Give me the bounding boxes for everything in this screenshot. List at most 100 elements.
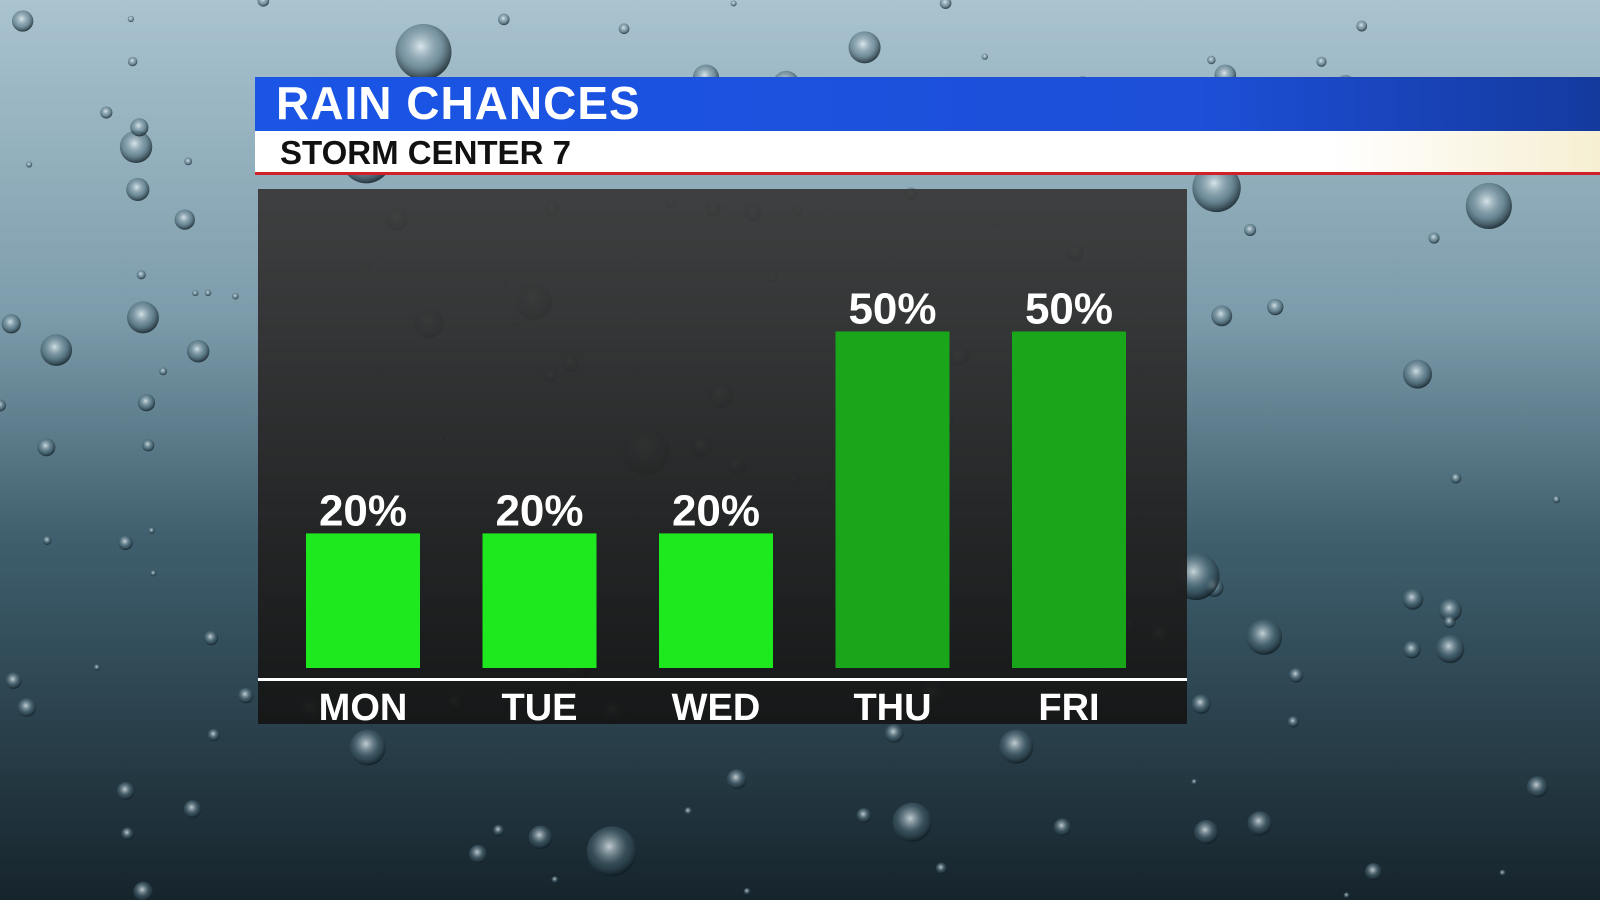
value-label: 20% — [672, 486, 760, 535]
raindrop — [119, 130, 153, 164]
raindrop — [93, 664, 101, 671]
raindrop — [1316, 56, 1327, 67]
raindrop — [174, 209, 195, 230]
raindrop — [37, 438, 56, 457]
raindrop — [999, 729, 1034, 764]
raindrop — [186, 340, 210, 363]
raindrop — [730, 0, 737, 7]
raindrop — [137, 393, 156, 412]
title-bar — [255, 77, 1600, 131]
raindrop — [238, 687, 254, 704]
raindrop — [939, 0, 952, 9]
bar — [659, 533, 773, 668]
raindrop — [127, 301, 159, 334]
raindrop — [1443, 615, 1456, 628]
raindrop — [395, 24, 452, 81]
raindrop — [1526, 776, 1548, 798]
x-tick-label: MON — [319, 687, 408, 729]
bar — [306, 533, 420, 668]
raindrop — [884, 724, 904, 743]
raindrop — [127, 56, 138, 67]
red-stripe — [255, 172, 1600, 175]
raindrop — [1403, 640, 1421, 659]
raindrop — [159, 367, 168, 376]
raindrop — [148, 527, 155, 534]
raindrop — [0, 399, 6, 412]
raindrop — [618, 23, 630, 35]
raindrop — [1499, 869, 1506, 877]
raindrop — [1211, 305, 1233, 327]
raindrop — [118, 535, 133, 551]
raindrop — [1356, 20, 1368, 32]
baseline — [258, 678, 1187, 681]
raindrop — [116, 782, 135, 800]
raindrop — [848, 31, 881, 64]
raindrop — [100, 106, 113, 119]
raindrop — [121, 827, 134, 840]
raindrop — [856, 808, 872, 823]
raindrop — [1244, 223, 1257, 236]
raindrop — [1402, 588, 1424, 610]
x-tick-label: THU — [853, 687, 931, 729]
raindrop — [1365, 863, 1382, 880]
raindrop — [1207, 55, 1216, 65]
raindrop — [127, 15, 135, 23]
raindrop — [1402, 359, 1433, 389]
value-label: 20% — [495, 486, 583, 535]
raindrop — [1192, 163, 1241, 213]
raindrop — [1246, 619, 1283, 655]
raindrop — [40, 334, 73, 366]
raindrop — [204, 289, 212, 297]
raindrop — [1191, 778, 1198, 785]
value-label: 50% — [1025, 285, 1113, 334]
raindrop — [1343, 892, 1350, 899]
raindrop — [1552, 495, 1561, 504]
raindrop — [1438, 598, 1462, 622]
raindrop — [133, 881, 153, 900]
raindrop — [551, 876, 559, 884]
raindrop — [25, 161, 33, 168]
raindrop — [1435, 634, 1465, 664]
raindrop — [257, 0, 270, 7]
raindrop — [1428, 232, 1440, 244]
raindrop — [12, 10, 34, 32]
raindrop — [1, 314, 21, 334]
raindrop — [586, 826, 637, 877]
raindrop — [892, 802, 932, 842]
raindrop — [1053, 818, 1072, 836]
bars: 20% MON 20% TUE 20% WED 50% THU 50% FRI — [306, 285, 1126, 729]
raindrop — [1267, 298, 1284, 316]
raindrop — [192, 289, 199, 297]
bar — [835, 331, 950, 668]
raindrop — [1450, 472, 1462, 484]
bar — [1012, 331, 1126, 668]
subtitle-bar — [255, 131, 1600, 173]
raindrop — [743, 887, 751, 895]
raindrop — [183, 800, 202, 818]
raindrop — [981, 53, 988, 60]
x-tick-label: FRI — [1038, 687, 1099, 729]
raindrop — [528, 825, 553, 849]
raindrop — [726, 769, 747, 790]
chart-title: RAIN CHANCES — [276, 77, 641, 129]
raindrop — [684, 807, 693, 816]
raindrop — [349, 729, 386, 766]
raindrop — [17, 698, 37, 717]
raindrop — [136, 270, 146, 280]
value-label: 50% — [848, 285, 936, 334]
raindrop — [498, 13, 510, 26]
x-tick-label: TUE — [502, 687, 578, 729]
raindrop — [184, 157, 193, 166]
raindrop — [203, 630, 219, 646]
raindrop — [142, 439, 155, 452]
raindrop — [150, 570, 157, 577]
raindrop — [207, 728, 220, 742]
raindrop — [130, 118, 149, 137]
x-tick-label: WED — [672, 687, 761, 729]
raindrop — [42, 535, 52, 545]
raindrop — [232, 292, 239, 300]
raindrop — [935, 862, 947, 874]
value-label: 20% — [319, 486, 407, 535]
raindrop — [1465, 182, 1512, 229]
